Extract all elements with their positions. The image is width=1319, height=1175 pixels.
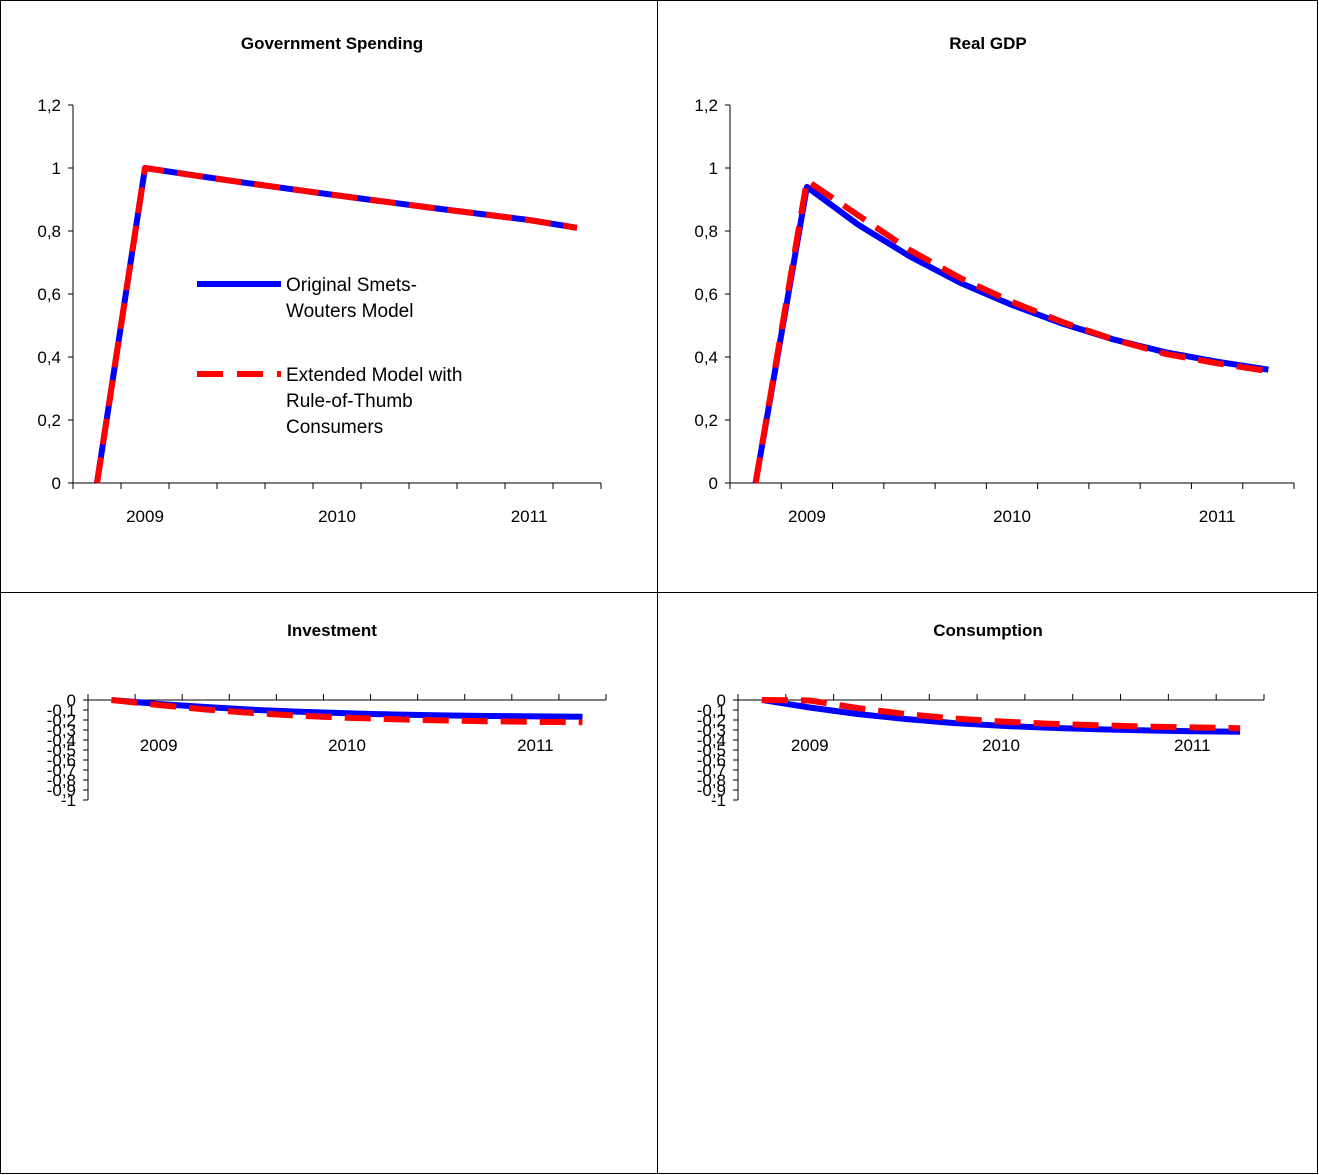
legend: Original Smets- Wouters Model Extended Mod… xyxy=(197,275,462,438)
y-tick-label: 0 xyxy=(67,691,76,710)
y-tick-label: -0,4 xyxy=(47,731,76,750)
y-tick-label: 0 xyxy=(709,474,718,493)
y-tick-label: -0,2 xyxy=(697,711,726,730)
chart-title: Government Spending xyxy=(241,34,423,53)
x-tick-label: 2009 xyxy=(126,507,164,526)
series-line-original-smets-wouters-model xyxy=(761,697,1241,735)
y-tick-label: -0,5 xyxy=(697,741,726,760)
x-tick-label: 2010 xyxy=(993,507,1031,526)
y-tick-label: -1 xyxy=(61,791,76,810)
chart-investment: Investment -1-0,9-0,8-0,7-0,6-0,5-0,4-0,3… xyxy=(47,621,607,810)
series-line-original-smets-wouters-model xyxy=(111,697,583,720)
y-tick-label: 0 xyxy=(717,691,726,710)
y-tick-label: -0,9 xyxy=(697,781,726,800)
y-tick-label: -0,1 xyxy=(47,701,76,720)
y-tick-label: 0,8 xyxy=(694,222,718,241)
legend-label: Extended Model with xyxy=(286,365,462,386)
series-line-original-smets-wouters-model xyxy=(752,183,1269,484)
y-tick-label: -0,3 xyxy=(697,721,726,740)
y-tick-label: -0,3 xyxy=(47,721,76,740)
x-tick-label: 2009 xyxy=(140,736,178,755)
y-tick-label: 0,2 xyxy=(37,411,61,430)
legend-label: Original Smets- xyxy=(286,275,417,296)
legend-label: Consumers xyxy=(286,417,383,438)
y-tick-label: -0,5 xyxy=(47,741,76,760)
y-tick-label: 1,2 xyxy=(37,96,61,115)
x-tick-label: 2009 xyxy=(788,507,826,526)
x-tick-label: 2010 xyxy=(328,736,366,755)
y-tick-label: 0,4 xyxy=(37,348,61,367)
series-line-extended-model-with-rule-of-thumb-consumers xyxy=(752,177,1269,484)
y-tick-label: -0,4 xyxy=(697,731,726,750)
y-tick-label: 0,8 xyxy=(37,222,61,241)
y-tick-label: -0,8 xyxy=(47,771,76,790)
y-tick-label: -0,8 xyxy=(697,771,726,790)
x-tick-label: 2011 xyxy=(511,507,548,526)
y-tick-label: -0,1 xyxy=(697,701,726,720)
y-tick-label: -0,7 xyxy=(47,761,76,780)
y-tick-label: 0,6 xyxy=(694,285,718,304)
chart-title: Real GDP xyxy=(949,34,1026,53)
panel-consumption: Consumption -1 -0,9 -0,8 -0,7 -0,6 -0,5 -0,4 -0,… xyxy=(658,593,1318,1174)
series-line-extended-model-with-rule-of-thumb-consumers xyxy=(761,697,1241,732)
y-tick-label: -0,7 xyxy=(697,761,726,780)
y-tick-label: -0,6 xyxy=(47,751,76,770)
legend-label: Wouters Model xyxy=(286,301,413,322)
x-tick-label: 2011 xyxy=(1174,736,1211,755)
chart-government-spending: Government Spending 0 0,2 0,4 0,6 0,8 1 1,2 2009… xyxy=(37,34,602,526)
x-tick-label: 2011 xyxy=(517,736,554,755)
x-tick-label: 2009 xyxy=(791,736,829,755)
series-line-extended-model-with-rule-of-thumb-consumers xyxy=(111,697,583,726)
chart-title: Consumption xyxy=(933,621,1043,640)
panel-real-gdp: Real GDP 0 0,2 0,4 0,6 0,8 1 1,2 2009 2010 2011 xyxy=(658,0,1318,593)
y-tick-label: 1 xyxy=(709,159,718,178)
y-tick-label: 0 xyxy=(52,474,61,493)
y-tick-label: -1 xyxy=(711,791,726,810)
legend-label: Rule-of-Thumb xyxy=(286,391,413,412)
y-tick-label: -0,9 xyxy=(47,781,76,800)
y-tick-label: 0,6 xyxy=(37,285,61,304)
panel-government-spending: Government Spending 0 0,2 0,4 0,6 0,8 1 1,2 2009… xyxy=(0,0,658,593)
y-tick-label: 1 xyxy=(52,159,61,178)
panel-investment: Investment -1 -0,9 -0,8 -0,7 -0,6 -0,5 -0,4 -0,3… xyxy=(0,593,658,1174)
chart-consumption: Consumption-1-0,9-0,8-0,7-0,6-0,5-0,4-0,… xyxy=(697,621,1265,810)
x-tick-label: 2010 xyxy=(982,736,1020,755)
x-tick-label: 2011 xyxy=(1199,507,1236,526)
x-tick-label: 2010 xyxy=(318,507,356,526)
series-line-extended-model-with-rule-of-thumb-consumers xyxy=(94,165,578,484)
y-tick-label: 0,2 xyxy=(694,411,718,430)
y-tick-label: -0,6 xyxy=(697,751,726,770)
y-tick-label: 1,2 xyxy=(694,96,718,115)
chart-title: Investment xyxy=(287,621,377,640)
chart-real-gdp: Real GDP 0 0,2 0,4 0,6 0,8 1 1,2 2009 2010 2011 xyxy=(694,34,1295,526)
y-tick-label: -0,2 xyxy=(47,711,76,730)
y-tick-label: 0,4 xyxy=(694,348,718,367)
